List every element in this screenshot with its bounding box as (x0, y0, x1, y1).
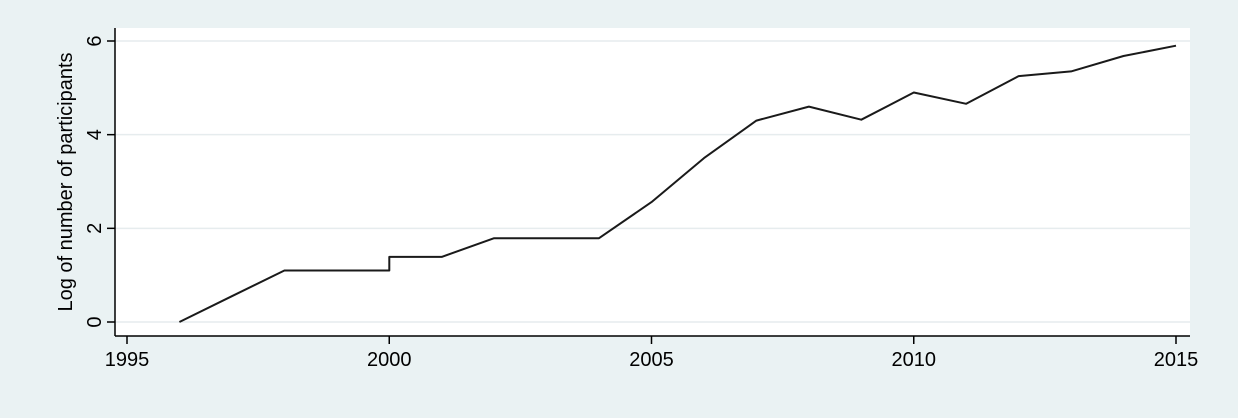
x-tick-label: 2010 (892, 349, 937, 371)
gridlines (115, 40, 1190, 323)
x-tick-label: 1995 (105, 349, 150, 371)
y-tick-label: 6 (84, 35, 106, 46)
y-tick-label: 4 (84, 129, 106, 140)
axes (107, 28, 1190, 344)
x-tick-label: 2015 (1154, 349, 1199, 371)
series-layer (178, 44, 1177, 323)
x-tick-label: 2005 (629, 349, 674, 371)
y-tick-label: 0 (84, 316, 106, 327)
tick-labels: 0 2 4 6 1995 2000 2005 2010 2015 (84, 35, 1198, 371)
series-line (178, 44, 1177, 323)
x-tick-label: 2000 (367, 349, 412, 371)
y-axis-title: Log of number of participants (55, 52, 77, 311)
y-tick-label: 2 (84, 223, 106, 234)
